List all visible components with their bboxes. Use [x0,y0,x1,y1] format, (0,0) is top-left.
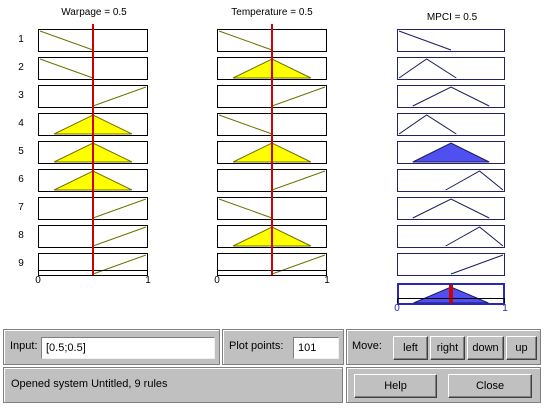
warpage-mf-curve-rule-1 [39,30,94,51]
mpci-axis-tick-min [397,298,398,303]
rule-number-8: 8 [18,230,24,241]
mpci-mf-curve-rule-1 [398,30,452,51]
mpci-mf-plot-rule-6 [397,169,505,192]
temperature-mf-svg-rule-6 [271,170,326,191]
mpci-mf-plot-rule-1 [397,29,505,52]
mpci-mf-plot-rule-2 [397,57,505,80]
plot-points-label: Plot points: [229,340,284,352]
warpage-axis-min-label: 0 [35,275,41,286]
temperature-mf-curve-rule-6 [271,170,326,191]
mpci-axis-min-label: 0 [394,303,400,314]
temperature-mf-svg-rule-4 [218,114,273,135]
mpci-mf-curve-rule-8 [445,226,504,247]
temperature-mf-svg-rule-1 [218,30,273,51]
warpage-mf-curve-rule-8 [92,226,147,247]
move-down-button[interactable]: down [467,336,504,360]
mpci-mf-curve-rule-6 [445,170,504,191]
temperature-mf-curve-rule-3 [271,86,326,107]
help-close-panel: Help Close [346,367,541,403]
warpage-mf-svg-rule-2 [39,58,94,79]
move-label: Move: [352,340,382,352]
mpci-mf-svg-rule-6 [445,170,504,191]
temperature-axis-max-label: 1 [324,275,330,286]
mpci-mf-curve-rule-7 [412,198,490,219]
mpci-mf-svg-rule-1 [398,30,452,51]
mpci-mf-svg-rule-3 [412,86,490,107]
plot-points-field[interactable] [293,337,339,359]
warpage-mf-svg-rule-8 [92,226,147,247]
status-text: Opened system Untitled, 9 rules [11,378,168,390]
temperature-input-value-line[interactable] [271,24,273,275]
mpci-column-title: MPCI = 0.5 [426,12,478,23]
temperature-mf-curve-rule-7 [218,198,273,219]
mpci-mf-plot-rule-8 [397,225,505,248]
rule-number-5: 5 [18,146,24,157]
temperature-axis-tick-max [326,270,327,275]
warpage-mf-curve-rule-2 [39,58,94,79]
mpci-mf-svg-rule-5 [412,142,490,163]
rule-number-6: 6 [18,174,24,185]
input-vector-field[interactable] [41,337,215,359]
rule-number-7: 7 [18,202,24,213]
warpage-mf-curve-rule-3 [92,86,147,107]
mpci-mf-svg-rule-8 [445,226,504,247]
mpci-mf-plot-rule-3 [397,85,505,108]
temperature-mf-svg-rule-3 [271,86,326,107]
mpci-mf-svg-rule-4 [398,114,457,135]
rule-number-2: 2 [18,62,24,73]
mpci-mf-curve-rule-9 [450,254,504,275]
warpage-column-title: Warpage = 0.5 [61,7,127,18]
move-panel: Move: left right down up [346,329,541,365]
help-button[interactable]: Help [354,374,437,398]
warpage-mf-svg-rule-3 [92,86,147,107]
mpci-axis-max-label: 1 [502,303,508,314]
temperature-mf-curve-rule-1 [218,30,273,51]
mpci-mf-svg-rule-2 [398,58,457,79]
warpage-axis-max-label: 1 [145,275,151,286]
warpage-axis-tick-min [38,270,39,275]
mpci-mf-plot-rule-4 [397,113,505,136]
mpci-defuzzified-marker [449,285,453,303]
temperature-column-title: Temperature = 0.5 [231,7,313,18]
plot-points-panel: Plot points: [222,329,344,365]
input-panel: Input: [3,329,220,365]
warpage-mf-svg-rule-7 [92,198,147,219]
mpci-mf-svg-rule-7 [412,198,490,219]
mpci-mf-curve-rule-2 [398,58,457,79]
move-left-button[interactable]: left [393,336,428,360]
mpci-axis [397,298,505,299]
rule-number-1: 1 [18,34,24,45]
warpage-axis-tick-max [147,270,148,275]
mpci-mf-svg-rule-9 [450,254,504,275]
close-button[interactable]: Close [448,374,532,398]
temperature-mf-svg-rule-7 [218,198,273,219]
rule-number-3: 3 [18,90,24,101]
warpage-input-value-line[interactable] [92,24,94,275]
mpci-mf-plot-rule-7 [397,197,505,220]
rule-number-9: 9 [18,258,24,269]
mpci-axis-tick-max [504,298,505,303]
warpage-mf-svg-rule-1 [39,30,94,51]
mpci-mf-plot-rule-5 [397,141,505,164]
warpage-mf-curve-rule-7 [92,198,147,219]
mpci-mf-plot-rule-9 [397,253,505,276]
rule-number-4: 4 [18,118,24,129]
temperature-axis-tick-min [217,270,218,275]
temperature-axis-min-label: 0 [214,275,220,286]
mpci-mf-curve-rule-3 [412,86,490,107]
mpci-mf-fill-rule-5 [412,142,490,163]
move-up-button[interactable]: up [506,336,537,360]
temperature-mf-curve-rule-4 [218,114,273,135]
mpci-aggregated-svg [413,285,489,303]
temperature-mf-curve-rule-9 [271,254,326,275]
mpci-aggregated-output-plot [397,283,505,305]
warpage-mf-curve-rule-9 [92,254,147,275]
move-right-button[interactable]: right [430,336,465,360]
status-panel: Opened system Untitled, 9 rules [3,367,343,403]
input-label: Input: [10,340,38,352]
mpci-mf-curve-rule-4 [398,114,457,135]
